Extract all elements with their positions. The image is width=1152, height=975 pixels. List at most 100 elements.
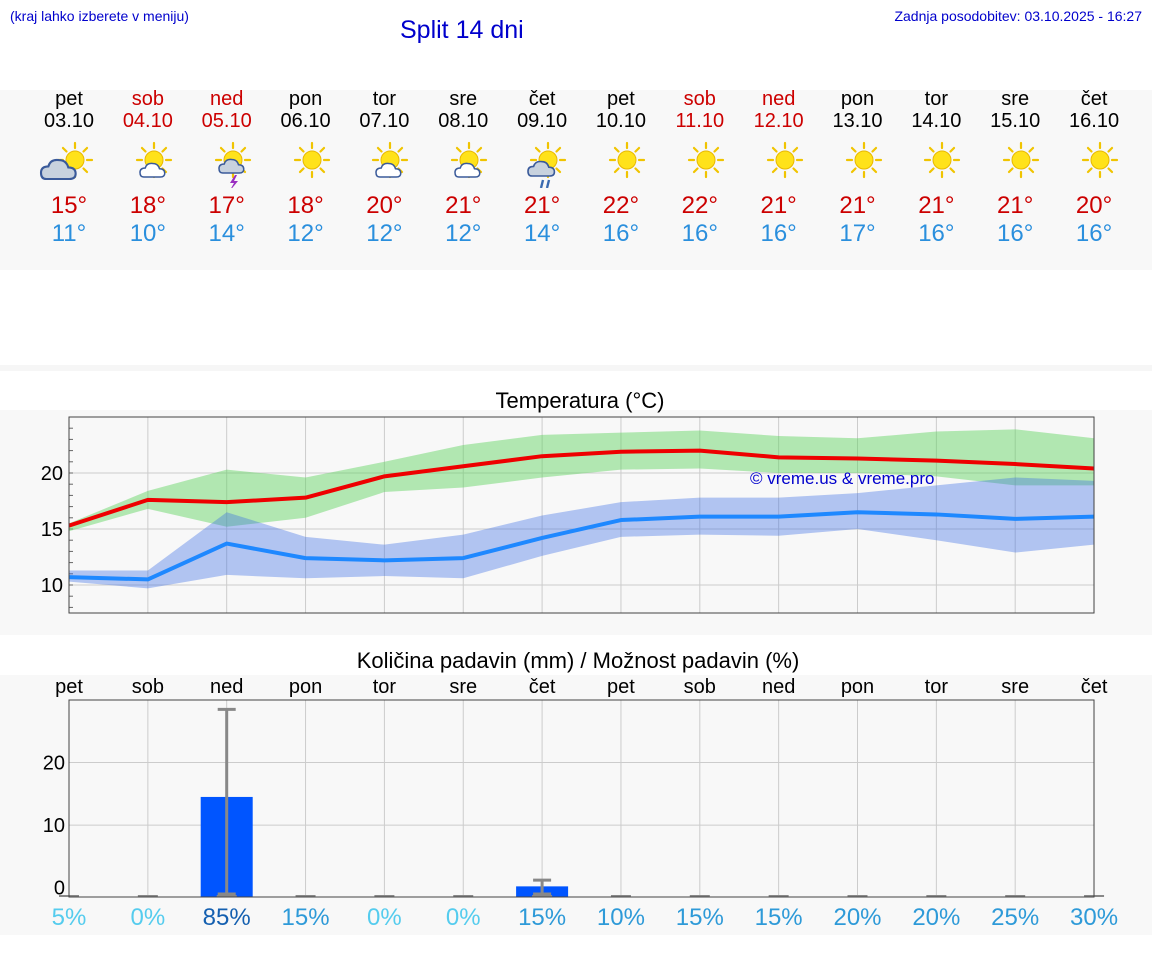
temp-min: 12°	[287, 220, 324, 247]
sun-rain-icon	[527, 141, 567, 188]
forecast-day: pon 06.10 18° 12°	[271, 88, 341, 248]
temp-min: 14°	[208, 220, 245, 247]
precip-day-label: tor	[372, 676, 397, 698]
precip-probability: 25%	[991, 904, 1040, 931]
temp-plot-frame	[68, 416, 1095, 614]
sun-thunder-icon	[214, 141, 251, 188]
temp-max: 17°	[208, 192, 245, 219]
separator	[0, 365, 1152, 371]
day-date: 11.10	[675, 110, 725, 132]
forecast-day: sre 15.10 21° 16°	[980, 88, 1050, 248]
forecast-day: tor 07.10 20° 12°	[349, 88, 419, 248]
precip-probability: 0%	[367, 904, 402, 931]
day-date: 03.10	[43, 110, 95, 132]
temp-min: 16°	[681, 220, 718, 247]
day-date: 14.10	[911, 110, 962, 132]
temp-max: 22°	[681, 192, 718, 219]
day-date: 15.10	[990, 110, 1041, 132]
precip-probability: 15%	[518, 904, 567, 931]
temp-y-tick-label: 10	[41, 575, 63, 597]
day-name: pon	[288, 88, 323, 110]
day-name: pon	[840, 88, 875, 110]
day-date: 09.10	[517, 110, 568, 132]
precip-plot-frame	[68, 699, 1095, 898]
forecast-day: tor 14.10 21° 16°	[901, 88, 971, 248]
precip-day-label: pon	[288, 676, 323, 698]
day-date: 05.10	[201, 110, 252, 132]
precip-probabilities: 5% 0% 85% 15% 0% 0% 15% 10% 15% 15% 20% 20% 25% 30%	[0, 904, 1152, 934]
temp-max: 21°	[918, 192, 955, 219]
temp-min: 16°	[997, 220, 1034, 247]
temp-max: 18°	[129, 192, 166, 219]
forecast-day: pet 10.10 22° 16°	[586, 88, 656, 248]
precip-probability: 5%	[51, 904, 87, 931]
precip-y-tick-label: 0	[54, 878, 65, 900]
sun-icon	[1003, 141, 1040, 179]
precip-probability: 85%	[202, 904, 251, 931]
precipitation-chart-title: Količina padavin (mm) / Možnost padavin …	[356, 648, 800, 673]
temp-max: 20°	[1075, 192, 1113, 219]
temp-min: 16°	[760, 220, 797, 247]
precip-probability: 0%	[130, 904, 166, 931]
sun-icon	[766, 141, 803, 179]
temp-min: 12°	[366, 220, 403, 247]
location-hint: (kraj lahko izberete v meniju)	[10, 8, 189, 24]
precip-day-label: pet	[55, 676, 83, 698]
sun-icon	[1081, 141, 1119, 179]
day-name: sob	[131, 88, 164, 110]
temp-min: 16°	[1075, 220, 1113, 247]
temp-y-tick-label: 20	[41, 463, 63, 485]
day-name: ned	[761, 88, 796, 110]
temp-min: 10°	[129, 220, 166, 247]
sun-icon	[687, 141, 724, 179]
temp-max: 20°	[366, 192, 403, 219]
forecast-day: pet 03.10 15° 11°	[34, 88, 104, 248]
sun-icon	[608, 141, 646, 179]
precip-probability: 10%	[596, 904, 645, 931]
forecast-day: ned 12.10 21° 16°	[744, 88, 814, 248]
temp-min: 11°	[51, 220, 87, 247]
temperature-chart: 10 15 20 © vreme.us & vreme.pro	[41, 416, 1095, 614]
last-updated: Zadnja posodobitev: 03.10.2025 - 16:27	[894, 8, 1142, 24]
forecast-band	[0, 90, 1152, 270]
precip-probability: 0%	[445, 904, 481, 931]
temp-max: 21°	[839, 192, 876, 219]
sun-small-cloud-icon	[135, 141, 172, 179]
temp-max: 21°	[997, 192, 1034, 219]
temp-max: 18°	[287, 192, 324, 219]
precip-probability: 20%	[912, 904, 961, 931]
day-date: 04.10	[122, 110, 173, 132]
precip-y-tick-label: 20	[43, 753, 65, 775]
precip-day-label: ned	[210, 676, 244, 698]
day-date: 16.10	[1069, 110, 1120, 132]
forecast-day: sob 11.10 22° 16°	[665, 88, 735, 248]
sun-small-cloud-icon	[451, 141, 488, 179]
temp-y-tick-label: 15	[41, 519, 63, 541]
day-date: 10.10	[595, 110, 646, 132]
forecast-day: sob 04.10 18° 10°	[113, 88, 183, 248]
temp-min: 14°	[523, 220, 561, 247]
day-date: 07.10	[359, 110, 410, 132]
precip-probability: 20%	[833, 904, 882, 931]
sun-small-cloud-icon	[372, 141, 409, 179]
watermark: © vreme.us & vreme.pro	[750, 469, 934, 488]
sun-icon	[845, 141, 882, 179]
temp-min: 17°	[839, 220, 876, 247]
precip-day-label: sob	[683, 676, 716, 698]
day-date: 12.10	[753, 110, 804, 132]
day-name: tor	[924, 88, 949, 110]
day-date: 13.10	[832, 110, 883, 132]
day-name: tor	[372, 88, 397, 110]
temp-min: 12°	[445, 220, 482, 247]
day-name: čet	[528, 88, 556, 110]
temp-min: 16°	[602, 220, 640, 247]
temp-max: 22°	[602, 192, 640, 219]
temp-max: 21°	[523, 192, 561, 219]
day-name: sre	[449, 88, 478, 110]
precip-probability: 15%	[754, 904, 803, 931]
day-date: 06.10	[280, 110, 331, 132]
precip-day-label: sob	[131, 676, 164, 698]
forecast-day: čet 09.10 21° 14°	[507, 88, 577, 248]
precip-day-label: ned	[761, 676, 796, 698]
